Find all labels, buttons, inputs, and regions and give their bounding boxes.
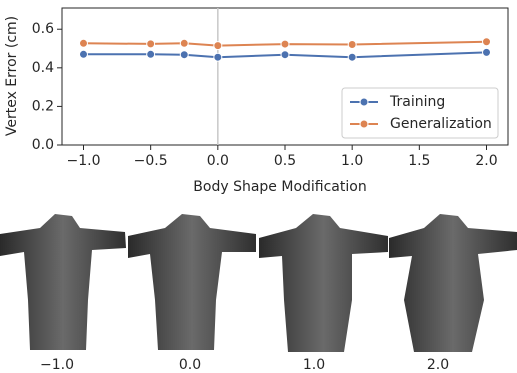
panel-label: −1.0: [40, 357, 74, 373]
legend-label: Training: [389, 94, 445, 110]
panel-label: 2.0: [427, 357, 449, 373]
y-tick-label: 0.4: [32, 60, 54, 76]
point: [280, 39, 290, 49]
x-axis-label: Body Shape Modification: [193, 179, 366, 195]
x-tick-label: −0.5: [134, 153, 168, 169]
panel-label: 0.0: [179, 357, 201, 373]
legend-label: Generalization: [390, 116, 492, 132]
y-tick-label: 0.2: [32, 98, 54, 114]
x-tick-label: 0.5: [274, 153, 296, 169]
legend-box: [341, 87, 499, 139]
x-tick-label: 2.0: [475, 153, 497, 169]
torso-image: [389, 214, 517, 352]
y-axis-label: Vertex Error (cm): [4, 16, 20, 136]
point: [482, 37, 492, 47]
point: [78, 38, 88, 48]
x-tick-label: 1.5: [408, 153, 430, 169]
x-tick-label: 1.0: [341, 153, 363, 169]
y-tick-label: 0.0: [32, 137, 54, 153]
point: [179, 38, 189, 48]
point: [146, 39, 156, 49]
x-tick-label: 0.0: [207, 153, 229, 169]
point: [78, 49, 88, 59]
point: [347, 39, 357, 49]
legend-marker: [359, 119, 369, 129]
y-tick-label: 0.6: [32, 21, 54, 37]
point: [179, 50, 189, 60]
torso-image: [0, 214, 126, 350]
legend-marker: [359, 97, 369, 107]
torso-images: [0, 214, 517, 352]
torso-image: [128, 214, 256, 350]
point: [280, 50, 290, 60]
point: [213, 41, 223, 51]
x-tick-label: −1.0: [66, 153, 100, 169]
point: [146, 49, 156, 59]
point: [347, 52, 357, 62]
point: [482, 47, 492, 57]
torso-image: [259, 214, 388, 352]
point: [213, 52, 223, 62]
panel-label: 1.0: [303, 357, 325, 373]
